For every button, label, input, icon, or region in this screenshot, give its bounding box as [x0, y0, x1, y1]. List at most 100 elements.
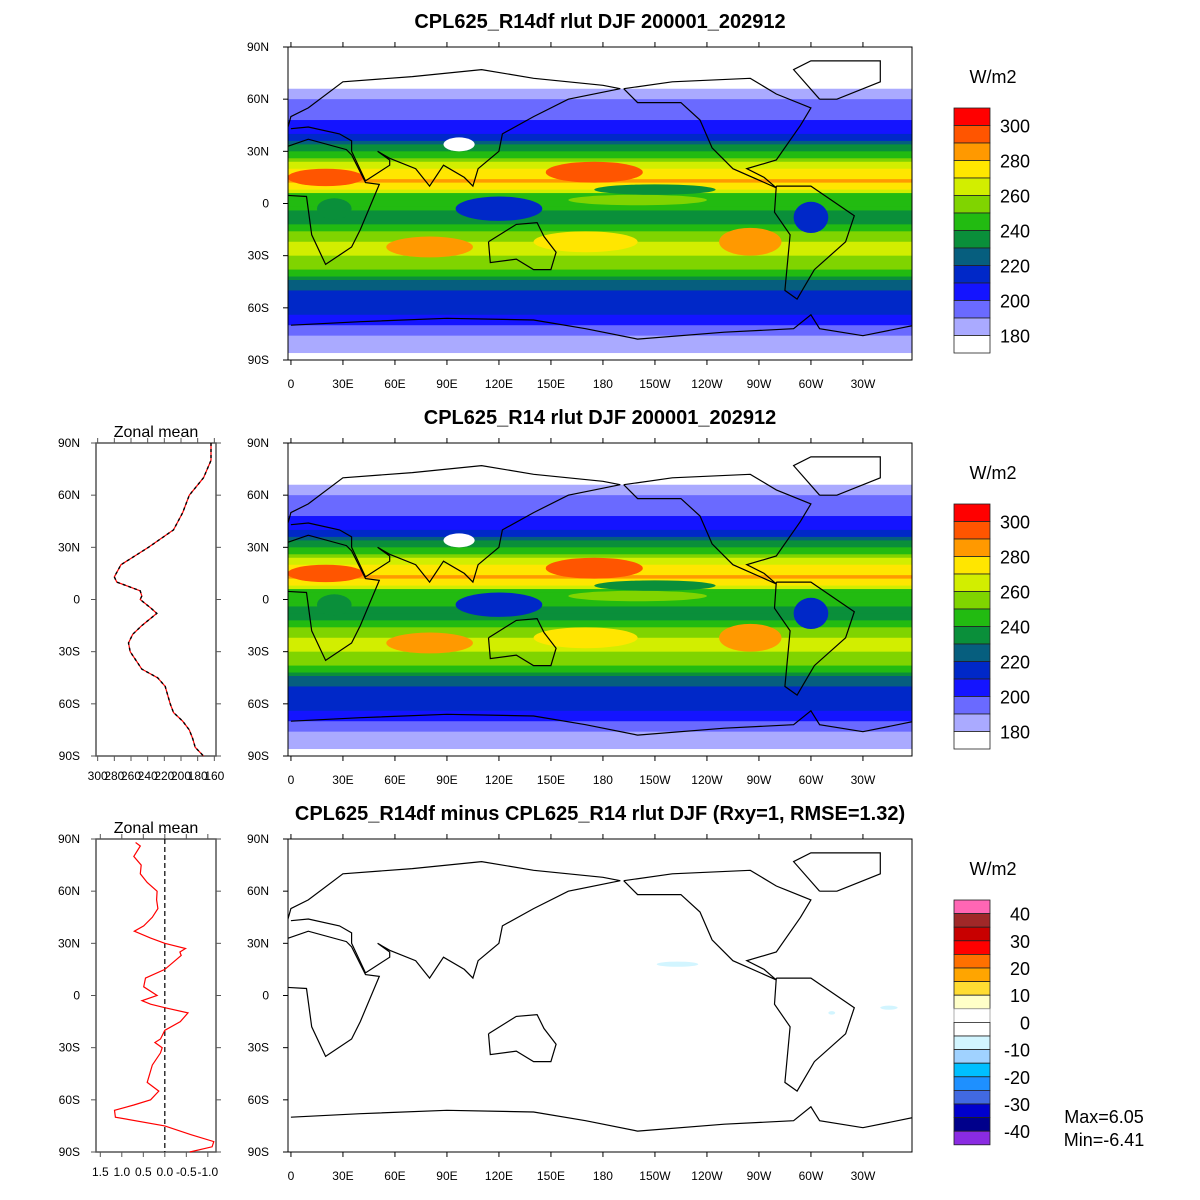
colorbar-box	[953, 940, 991, 955]
field-band	[288, 728, 912, 733]
field-band	[288, 745, 912, 750]
lon-label: 120E	[485, 773, 513, 787]
coastline-greenland	[792, 60, 881, 100]
field-band	[288, 120, 912, 125]
x-tick-label: -0.5	[176, 1165, 197, 1179]
lat-label: 30S	[59, 645, 80, 659]
diff-background	[288, 839, 912, 1152]
field-feature	[793, 597, 829, 630]
field-band	[288, 206, 912, 211]
field-band	[288, 606, 912, 611]
x-tick-label: 1.0	[113, 1165, 130, 1179]
field-band	[288, 339, 912, 344]
field-band	[288, 81, 912, 86]
lat-label: 90S	[248, 749, 269, 763]
colorbar-label: 180	[1000, 327, 1030, 347]
field-band	[288, 550, 912, 555]
lon-label: 180	[593, 1169, 613, 1183]
x-tick-label: 160	[204, 769, 224, 783]
field-feature	[288, 168, 364, 187]
lon-label: 60E	[384, 377, 405, 391]
lon-label: 120W	[691, 1169, 723, 1183]
field-band	[288, 710, 912, 715]
lat-label: 30N	[58, 936, 80, 950]
lat-label: 0	[262, 197, 269, 211]
colorbar-box	[953, 926, 991, 942]
field-band	[288, 498, 912, 503]
colorbar-box	[953, 556, 991, 575]
field-feature	[793, 201, 829, 234]
field-band	[288, 293, 912, 298]
field-band	[288, 213, 912, 218]
diff-feature	[880, 1005, 898, 1010]
x-tick-label: 0.5	[135, 1165, 152, 1179]
lon-label: 90W	[747, 377, 772, 391]
min-label: Min=-6.41	[1064, 1130, 1145, 1150]
lon-label: 60E	[384, 1169, 405, 1183]
field-band	[288, 137, 912, 142]
field-band	[288, 707, 912, 712]
coastline-samerica	[773, 581, 856, 696]
lat-label: 60S	[248, 697, 269, 711]
field-band	[288, 328, 912, 333]
x-tick-label: -1.0	[197, 1165, 218, 1179]
colorbar-label: 280	[1000, 152, 1030, 172]
field-feature	[594, 580, 716, 591]
field-band	[288, 742, 912, 747]
field-band	[288, 669, 912, 674]
lat-label: 0	[73, 593, 80, 607]
lat-label: 90N	[58, 436, 80, 450]
diff-feature	[656, 961, 699, 967]
field-band	[288, 613, 912, 618]
colorbar-box	[953, 1103, 991, 1119]
field-band	[288, 589, 912, 594]
lon-label: 90E	[436, 377, 457, 391]
colorbar-box	[953, 125, 991, 144]
field-band	[288, 123, 912, 128]
panel-title: CPL625_R14df rlut DJF 200001_202912	[414, 11, 785, 33]
coastline-antarctica	[290, 1105, 912, 1132]
field-band	[288, 540, 912, 545]
field-band	[288, 529, 912, 534]
max-label: Max=6.05	[1064, 1107, 1144, 1127]
coastline-africa	[288, 930, 381, 1058]
colorbar-box	[953, 538, 991, 557]
colorbar-box	[953, 177, 991, 196]
colorbar-box	[953, 573, 991, 592]
x-tick-label: 1.5	[92, 1165, 109, 1179]
lat-label: 30N	[58, 540, 80, 554]
colorbar-box	[953, 696, 991, 715]
coastline-africa	[288, 138, 381, 266]
field-band	[288, 491, 912, 496]
lon-label: 30E	[332, 377, 353, 391]
field-feature	[386, 236, 473, 258]
field-band	[288, 460, 912, 465]
field-band	[288, 140, 912, 145]
field-band	[288, 113, 912, 118]
field-band	[288, 616, 912, 621]
field-band	[288, 147, 912, 152]
field-band	[288, 446, 912, 451]
colorbar-label: -40	[1004, 1122, 1030, 1142]
field-band	[288, 676, 912, 680]
panel-2: CPL625_R14 rlut DJF 200001_202912 90N 60N 3…	[247, 407, 1030, 787]
lat-label: 0	[262, 989, 269, 1003]
colorbar-box	[953, 142, 991, 161]
colorbar-label: 200	[1000, 688, 1030, 708]
field-band	[288, 752, 912, 756]
colorbar-label: 300	[1000, 117, 1030, 137]
field-band	[288, 252, 912, 257]
lon-label: 30E	[332, 773, 353, 787]
field-feature	[455, 592, 543, 617]
field-band	[288, 679, 912, 684]
map-plot	[288, 443, 912, 756]
field-band	[288, 682, 912, 687]
coastline-namerica	[623, 869, 812, 981]
field-feature	[568, 194, 707, 206]
field-band	[288, 470, 912, 475]
field-band	[288, 509, 912, 514]
lat-label: 90S	[248, 1145, 269, 1159]
colorbar-box	[953, 899, 991, 915]
colorbar-label: 220	[1000, 257, 1030, 277]
field-band	[288, 700, 912, 705]
